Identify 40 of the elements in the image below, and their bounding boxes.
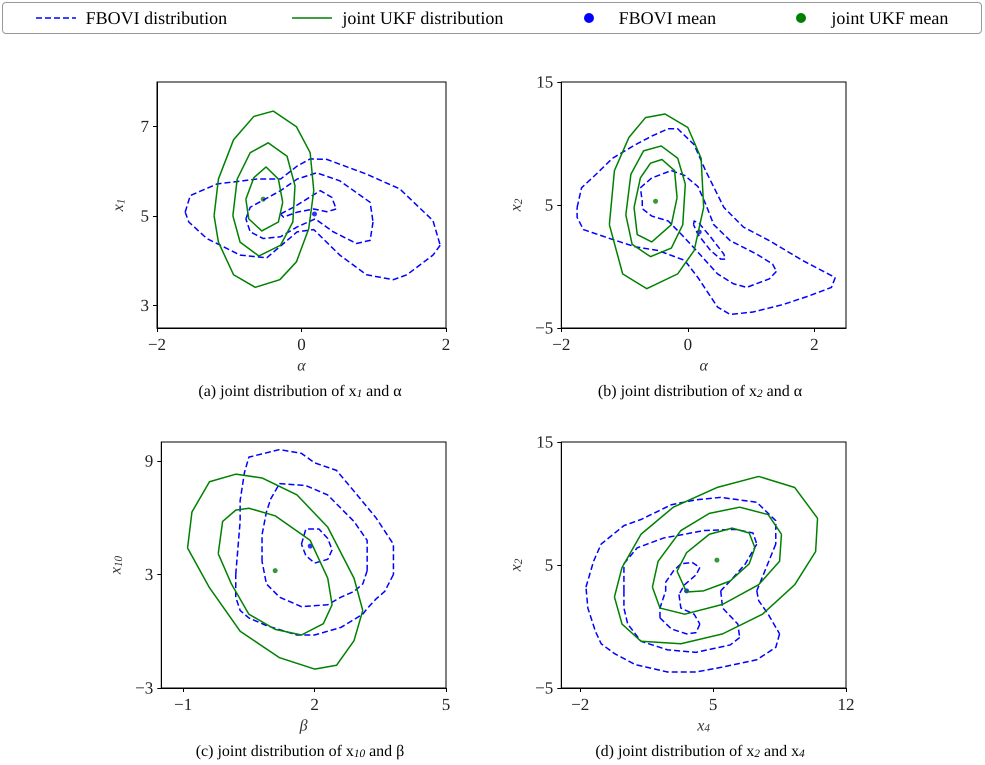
y-axis-title: x2 <box>508 198 525 212</box>
text: (a) joint distribution of x1 and α <box>198 382 402 400</box>
y-tick-label: 3 <box>144 564 154 584</box>
x-tick-label: −2 <box>571 695 590 714</box>
x-tick-label: 2 <box>310 695 319 714</box>
x-tick-label: 5 <box>442 695 450 714</box>
x-tick-label: 2 <box>442 335 450 354</box>
x-tick-label: 5 <box>708 695 718 714</box>
y-tick-label: 15 <box>536 432 554 452</box>
legend-label: FBOVI distribution <box>86 8 228 28</box>
y-tick-label: −5 <box>535 318 554 338</box>
y-axis-title: x1 <box>110 198 128 212</box>
x-axis-title: α <box>699 357 708 374</box>
y-tick-label: −3 <box>135 678 154 698</box>
y-tick-label: 3 <box>140 296 149 316</box>
legend-label: FBOVI mean <box>618 8 716 28</box>
x-tick-label: 12 <box>838 695 854 714</box>
y-axis-title: x2 <box>508 558 525 572</box>
y-tick-label: 5 <box>140 206 149 226</box>
x-tick-label: 0 <box>297 335 306 354</box>
y-tick-label: 5 <box>544 556 554 574</box>
x-tick-label: 2 <box>810 335 819 354</box>
x-axis-title: α <box>297 357 306 374</box>
y-tick-label: 7 <box>140 117 150 136</box>
text: (b) joint distribution of x2 and α <box>598 382 803 400</box>
y-tick-label: 5 <box>544 196 554 214</box>
x-axis-title: x4 <box>696 717 710 735</box>
text: (c) joint distribution of x10 and β <box>196 742 404 760</box>
y-tick-label: 15 <box>536 72 554 92</box>
x-tick-label: 0 <box>684 335 692 354</box>
y-tick-label: −5 <box>535 678 554 698</box>
y-axis-title: x10 <box>108 555 125 576</box>
x-tick-label: −1 <box>174 695 192 714</box>
x-axis-title: β <box>298 717 308 734</box>
text: (d) joint distribution of x2 and x4 <box>595 742 806 760</box>
x-tick-label: −2 <box>148 335 166 354</box>
y-tick-label: 9 <box>144 451 154 470</box>
legend-label: joint UKF mean <box>831 8 948 28</box>
x-tick-label: −2 <box>552 335 570 354</box>
legend-label: joint UKF distribution <box>342 8 504 28</box>
